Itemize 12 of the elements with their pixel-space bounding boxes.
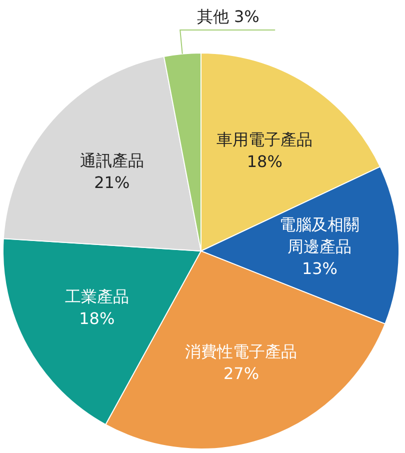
data-label: 13% bbox=[302, 259, 338, 278]
data-label: 18% bbox=[246, 152, 282, 171]
slice-label: 其他 bbox=[196, 6, 229, 26]
slice-label: 消費性電子產品 bbox=[185, 342, 298, 361]
data-label: 18% bbox=[79, 309, 115, 328]
slice-label: 車用電子產品 bbox=[216, 130, 313, 149]
data-label: 3% bbox=[234, 6, 260, 26]
slice-label: 工業產品 bbox=[64, 287, 129, 306]
data-label: 21% bbox=[94, 173, 130, 192]
data-label: 27% bbox=[223, 364, 260, 383]
slice-label: 電腦及相關周邊產品 bbox=[280, 215, 360, 256]
slice-label: 通訊產品 bbox=[80, 151, 144, 170]
